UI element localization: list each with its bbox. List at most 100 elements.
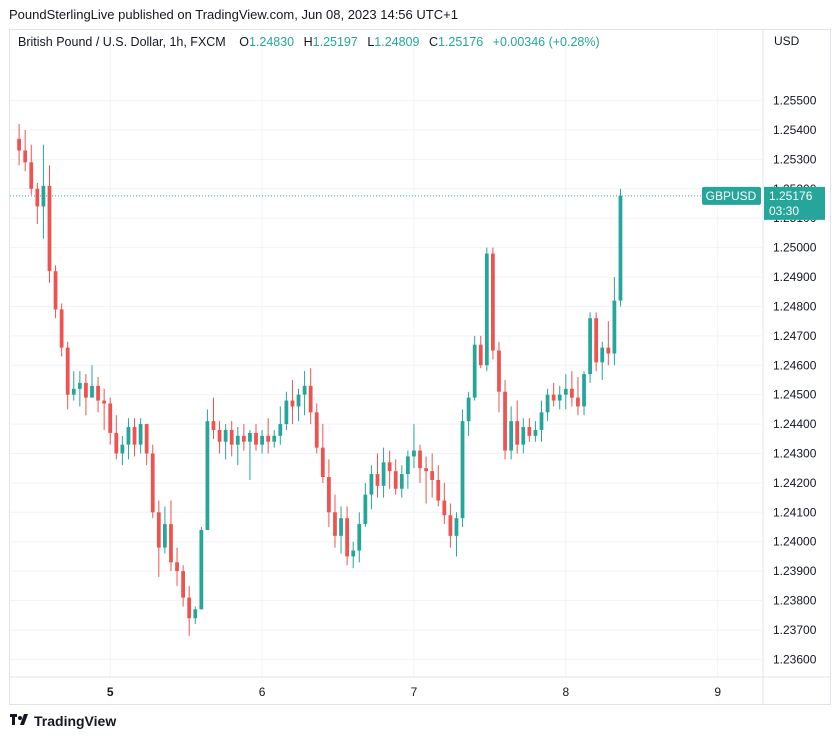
candle-up <box>357 524 362 551</box>
y-tick-label: 1.24000 <box>773 535 817 549</box>
candle-up <box>484 253 489 366</box>
ohlc-legend: British Pound / U.S. Dollar, 1h, FXCM O1… <box>18 35 600 49</box>
y-tick-label: 1.23800 <box>773 594 817 608</box>
candle-down <box>375 474 380 486</box>
price-tag-bg <box>764 186 825 220</box>
candle-up <box>296 394 301 407</box>
candle-down <box>314 412 319 448</box>
price-tag-value: 1.25176 <box>769 189 813 203</box>
candle-up <box>339 518 343 536</box>
candle-down <box>266 435 271 442</box>
symbol-tag-label: GBPUSD <box>706 189 757 203</box>
candle-up <box>77 382 82 389</box>
candle-down <box>17 138 21 151</box>
candle-down <box>448 515 453 536</box>
candle-up <box>399 474 404 489</box>
candle-down <box>29 162 34 189</box>
candle-down <box>181 571 186 598</box>
y-tick-label: 1.25300 <box>773 152 817 166</box>
candle-down <box>229 429 234 445</box>
candle-down <box>254 432 258 445</box>
candle-down <box>424 468 428 472</box>
candle-down <box>320 447 325 478</box>
candle-up <box>612 300 617 354</box>
candle-up <box>472 344 477 398</box>
y-tick-label: 1.25500 <box>773 94 817 108</box>
candle-down <box>211 421 216 430</box>
candle-down <box>503 391 507 451</box>
candle-up <box>126 427 131 445</box>
y-tick-label: 1.25000 <box>773 241 817 255</box>
candle-up <box>369 474 374 495</box>
candle-down <box>23 150 28 163</box>
candle-down <box>217 429 222 442</box>
footer-brand: TradingView <box>34 713 117 729</box>
candle-up <box>260 435 264 445</box>
candle-down <box>576 397 580 407</box>
candle-up <box>278 424 283 436</box>
price-tag-countdown: 03:30 <box>769 204 799 218</box>
candle-up <box>71 388 76 395</box>
candle-down <box>114 432 119 454</box>
x-tick-label: 9 <box>714 685 721 699</box>
candle-up <box>600 347 605 363</box>
candle-up <box>199 529 204 610</box>
legend-symbol: British Pound / U.S. Dollar, 1h, FXCM <box>18 35 226 49</box>
candle-up <box>248 432 252 442</box>
candle-up <box>381 462 386 486</box>
candle-down <box>144 424 149 454</box>
candle-down <box>241 435 246 442</box>
candle-up <box>533 429 538 436</box>
candle-down <box>333 512 337 536</box>
legend-close-label: C <box>428 35 438 49</box>
candle-down <box>290 400 295 407</box>
y-tick-label: 1.24800 <box>773 299 817 313</box>
candle-up <box>545 394 550 413</box>
legend-open-value: 1.24830 <box>248 35 295 49</box>
candle-up <box>223 429 228 442</box>
candle-down <box>327 477 331 513</box>
candle-down <box>387 462 392 472</box>
candle-up <box>618 195 623 301</box>
candle-down <box>53 271 58 310</box>
symbol-tag: GBPUSD <box>702 186 761 205</box>
tradingview-logo[interactable]: TradingView <box>9 713 116 729</box>
legend-high-value: 1.25197 <box>312 35 358 49</box>
y-tick-label: 1.24700 <box>773 329 817 343</box>
y-tick-label: 1.24600 <box>773 358 817 372</box>
candle-down <box>65 347 70 395</box>
legend-low-value: 1.24809 <box>374 35 420 49</box>
y-tick-label: 1.24500 <box>773 388 817 402</box>
candle-up <box>557 394 562 401</box>
candle-up <box>235 435 240 445</box>
candle-up <box>460 421 465 519</box>
candle-down <box>35 188 40 207</box>
y-tick-label: 1.24400 <box>773 417 817 431</box>
y-tick-label: 1.25400 <box>773 123 817 137</box>
y-tick-label: 1.24100 <box>773 505 817 519</box>
candle-down <box>430 471 435 480</box>
x-tick-label: 7 <box>411 685 418 699</box>
tradingview-logo-icon <box>10 714 28 725</box>
candle-up <box>138 424 143 445</box>
candle-up <box>582 374 586 407</box>
candle-down <box>569 388 574 398</box>
candle-up <box>302 385 307 395</box>
candle-down <box>551 394 556 401</box>
candle-up <box>363 494 368 525</box>
candle-up <box>454 518 459 536</box>
candle-down <box>169 524 173 563</box>
legend-low-label: L <box>367 35 375 49</box>
candle-down <box>156 512 161 548</box>
candle-up <box>193 609 198 619</box>
candle-up <box>90 385 94 398</box>
candle-up <box>588 318 592 375</box>
candle-down <box>47 185 52 272</box>
x-tick-label: 8 <box>562 685 569 699</box>
candle-up <box>405 456 410 475</box>
candle-up <box>539 412 544 430</box>
candle-up <box>521 427 526 445</box>
candle-down <box>515 421 520 445</box>
